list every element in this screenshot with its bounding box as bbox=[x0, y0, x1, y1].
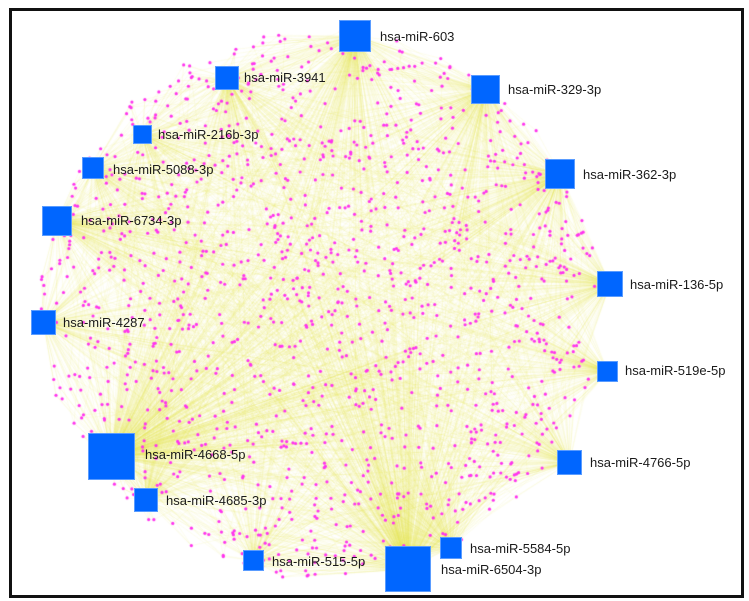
hub-node-square[interactable] bbox=[243, 550, 264, 571]
hub-node-label: hsa-miR-6734-3p bbox=[81, 213, 182, 228]
hub-node-label: hsa-miR-5088-3p bbox=[113, 162, 214, 177]
hub-node-label: hsa-miR-3941 bbox=[244, 70, 326, 85]
hub-node-label: hsa-miR-4668-5p bbox=[145, 447, 246, 462]
hub-node-square[interactable] bbox=[215, 66, 239, 90]
hub-node-square[interactable] bbox=[42, 206, 72, 236]
hub-node-square[interactable] bbox=[597, 271, 623, 297]
hub-node-label: hsa-miR-4766-5p bbox=[590, 455, 691, 470]
hub-node-square[interactable] bbox=[440, 537, 462, 559]
hub-node-label: hsa-miR-6504-3p bbox=[441, 562, 542, 577]
hub-node-label: hsa-miR-5584-5p bbox=[470, 541, 571, 556]
hub-node-square[interactable] bbox=[31, 310, 56, 335]
hub-node-label: hsa-miR-216b-3p bbox=[158, 127, 259, 142]
hub-node-square[interactable] bbox=[133, 125, 152, 144]
hub-node-label: hsa-miR-519e-5p bbox=[625, 363, 726, 378]
hub-node-square[interactable] bbox=[471, 75, 500, 104]
hub-node-square[interactable] bbox=[339, 20, 371, 52]
hub-node-label: hsa-miR-329-3p bbox=[508, 82, 602, 97]
hub-node-square[interactable] bbox=[82, 157, 104, 179]
hub-node-square[interactable] bbox=[597, 361, 618, 382]
hub-node-label: hsa-miR-362-3p bbox=[583, 167, 677, 182]
hub-node-label: hsa-miR-4287 bbox=[63, 315, 145, 330]
hub-node-square[interactable] bbox=[385, 546, 431, 592]
hub-node-square[interactable] bbox=[134, 488, 158, 512]
hub-node-square[interactable] bbox=[557, 450, 582, 475]
hub-node-label: hsa-miR-136-5p bbox=[630, 277, 724, 292]
hub-node-square[interactable] bbox=[545, 159, 575, 189]
hub-node-label: hsa-miR-515-5p bbox=[272, 554, 366, 569]
hub-node-label: hsa-miR-603 bbox=[380, 29, 455, 44]
hub-node-label: hsa-miR-4685-3p bbox=[166, 493, 267, 508]
hub-node-square[interactable] bbox=[88, 433, 135, 480]
